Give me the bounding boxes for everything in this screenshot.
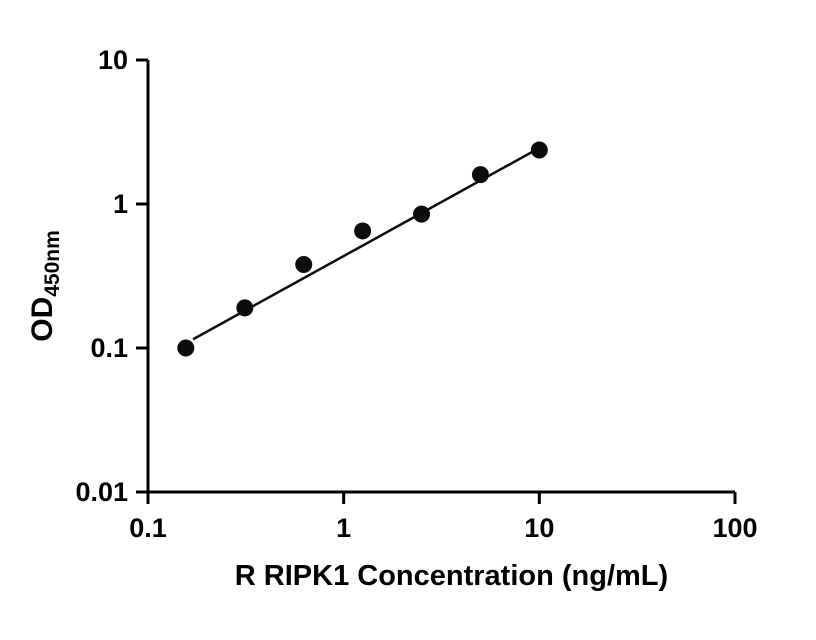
data-point [236, 299, 254, 317]
y-axis-title-main: OD [26, 297, 59, 342]
y-tick-label: 0.1 [90, 333, 128, 363]
data-point [471, 166, 489, 184]
x-tick-label: 1 [336, 513, 351, 543]
x-tick-label: 10 [524, 513, 554, 543]
data-point [177, 339, 195, 357]
data-point [530, 141, 548, 159]
y-tick-label: 0.01 [75, 477, 128, 507]
x-tick-label: 0.1 [129, 513, 167, 543]
y-axis-title-subscript: 450nm [41, 230, 64, 297]
x-axis-title: R RIPK1 Concentration (ng/mL) [235, 560, 668, 592]
data-point [354, 222, 372, 240]
data-point [295, 256, 313, 274]
y-tick-label: 10 [98, 45, 128, 75]
data-point [413, 205, 431, 223]
x-tick-label: 100 [712, 513, 757, 543]
y-axis-title: OD450nm [26, 230, 64, 342]
y-tick-label: 1 [113, 189, 128, 219]
